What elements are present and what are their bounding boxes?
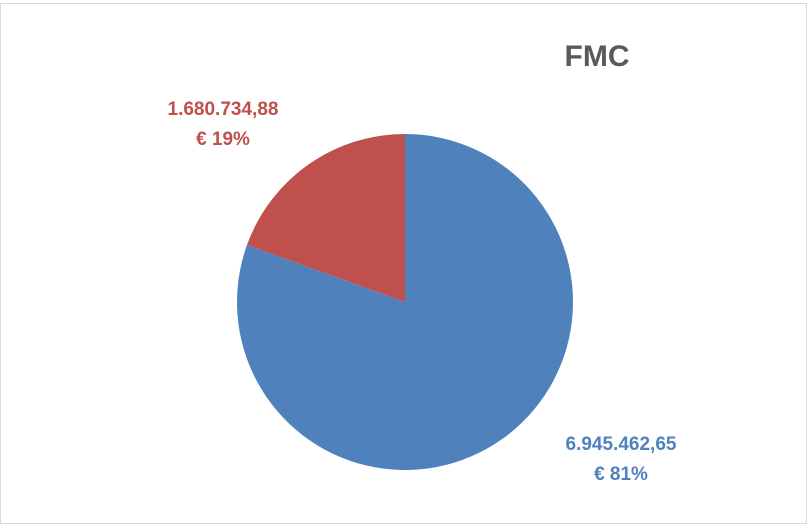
data-label: € 81% [594,464,648,485]
data-label: 1.680.734,88 [168,99,279,120]
data-label: 6.945.462,65 [566,434,677,455]
chart-title: FMC [565,40,630,73]
pie-slice [246,134,405,302]
data-label: € 19% [196,129,250,150]
